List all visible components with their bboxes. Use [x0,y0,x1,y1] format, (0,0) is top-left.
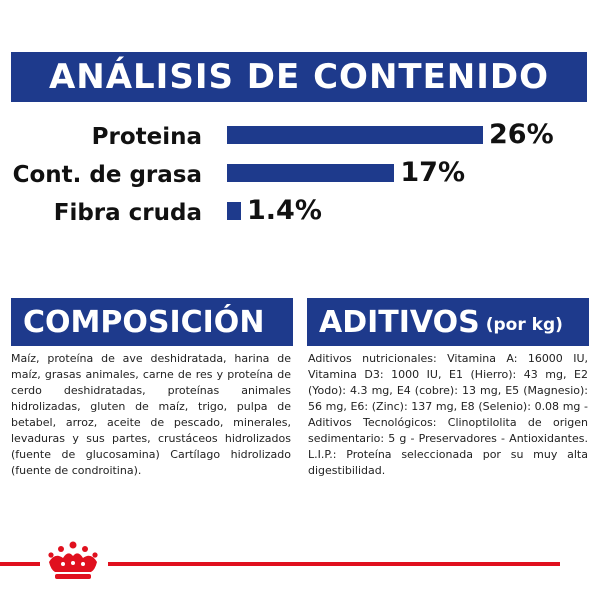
additives-text: Aditivos nutricionales: Vitamina A: 1600… [308,352,588,477]
composition-title: COMPOSICIÓN [23,304,265,340]
analysis-value-fiber: 1.4% [247,195,322,226]
composition-header-banner: COMPOSICIÓN [11,298,293,346]
footer-red-line-left [0,562,40,566]
crown-logo-icon [48,541,98,579]
additives-header-banner: ADITIVOS (por kg) [307,298,589,346]
additives-title: ADITIVOS [319,304,480,340]
analysis-header-banner: ANÁLISIS DE CONTENIDO [11,52,587,102]
analysis-value-fat: 17% [400,157,466,188]
analysis-label-fat: Cont. de grasa [12,162,202,188]
analysis-bar-fiber [227,202,241,220]
analysis-bar-fat [227,164,395,182]
analysis-title: ANÁLISIS DE CONTENIDO [48,57,550,97]
analysis-label-protein: Proteina [91,124,202,150]
composition-text: Maíz, proteína de ave deshidratada, hari… [11,352,291,477]
footer-red-line-right [108,562,560,566]
analysis-bar-protein [227,126,483,144]
additives-subtitle: (por kg) [485,315,563,335]
analysis-label-fiber: Fibra cruda [53,200,202,226]
analysis-value-protein: 26% [489,119,554,150]
